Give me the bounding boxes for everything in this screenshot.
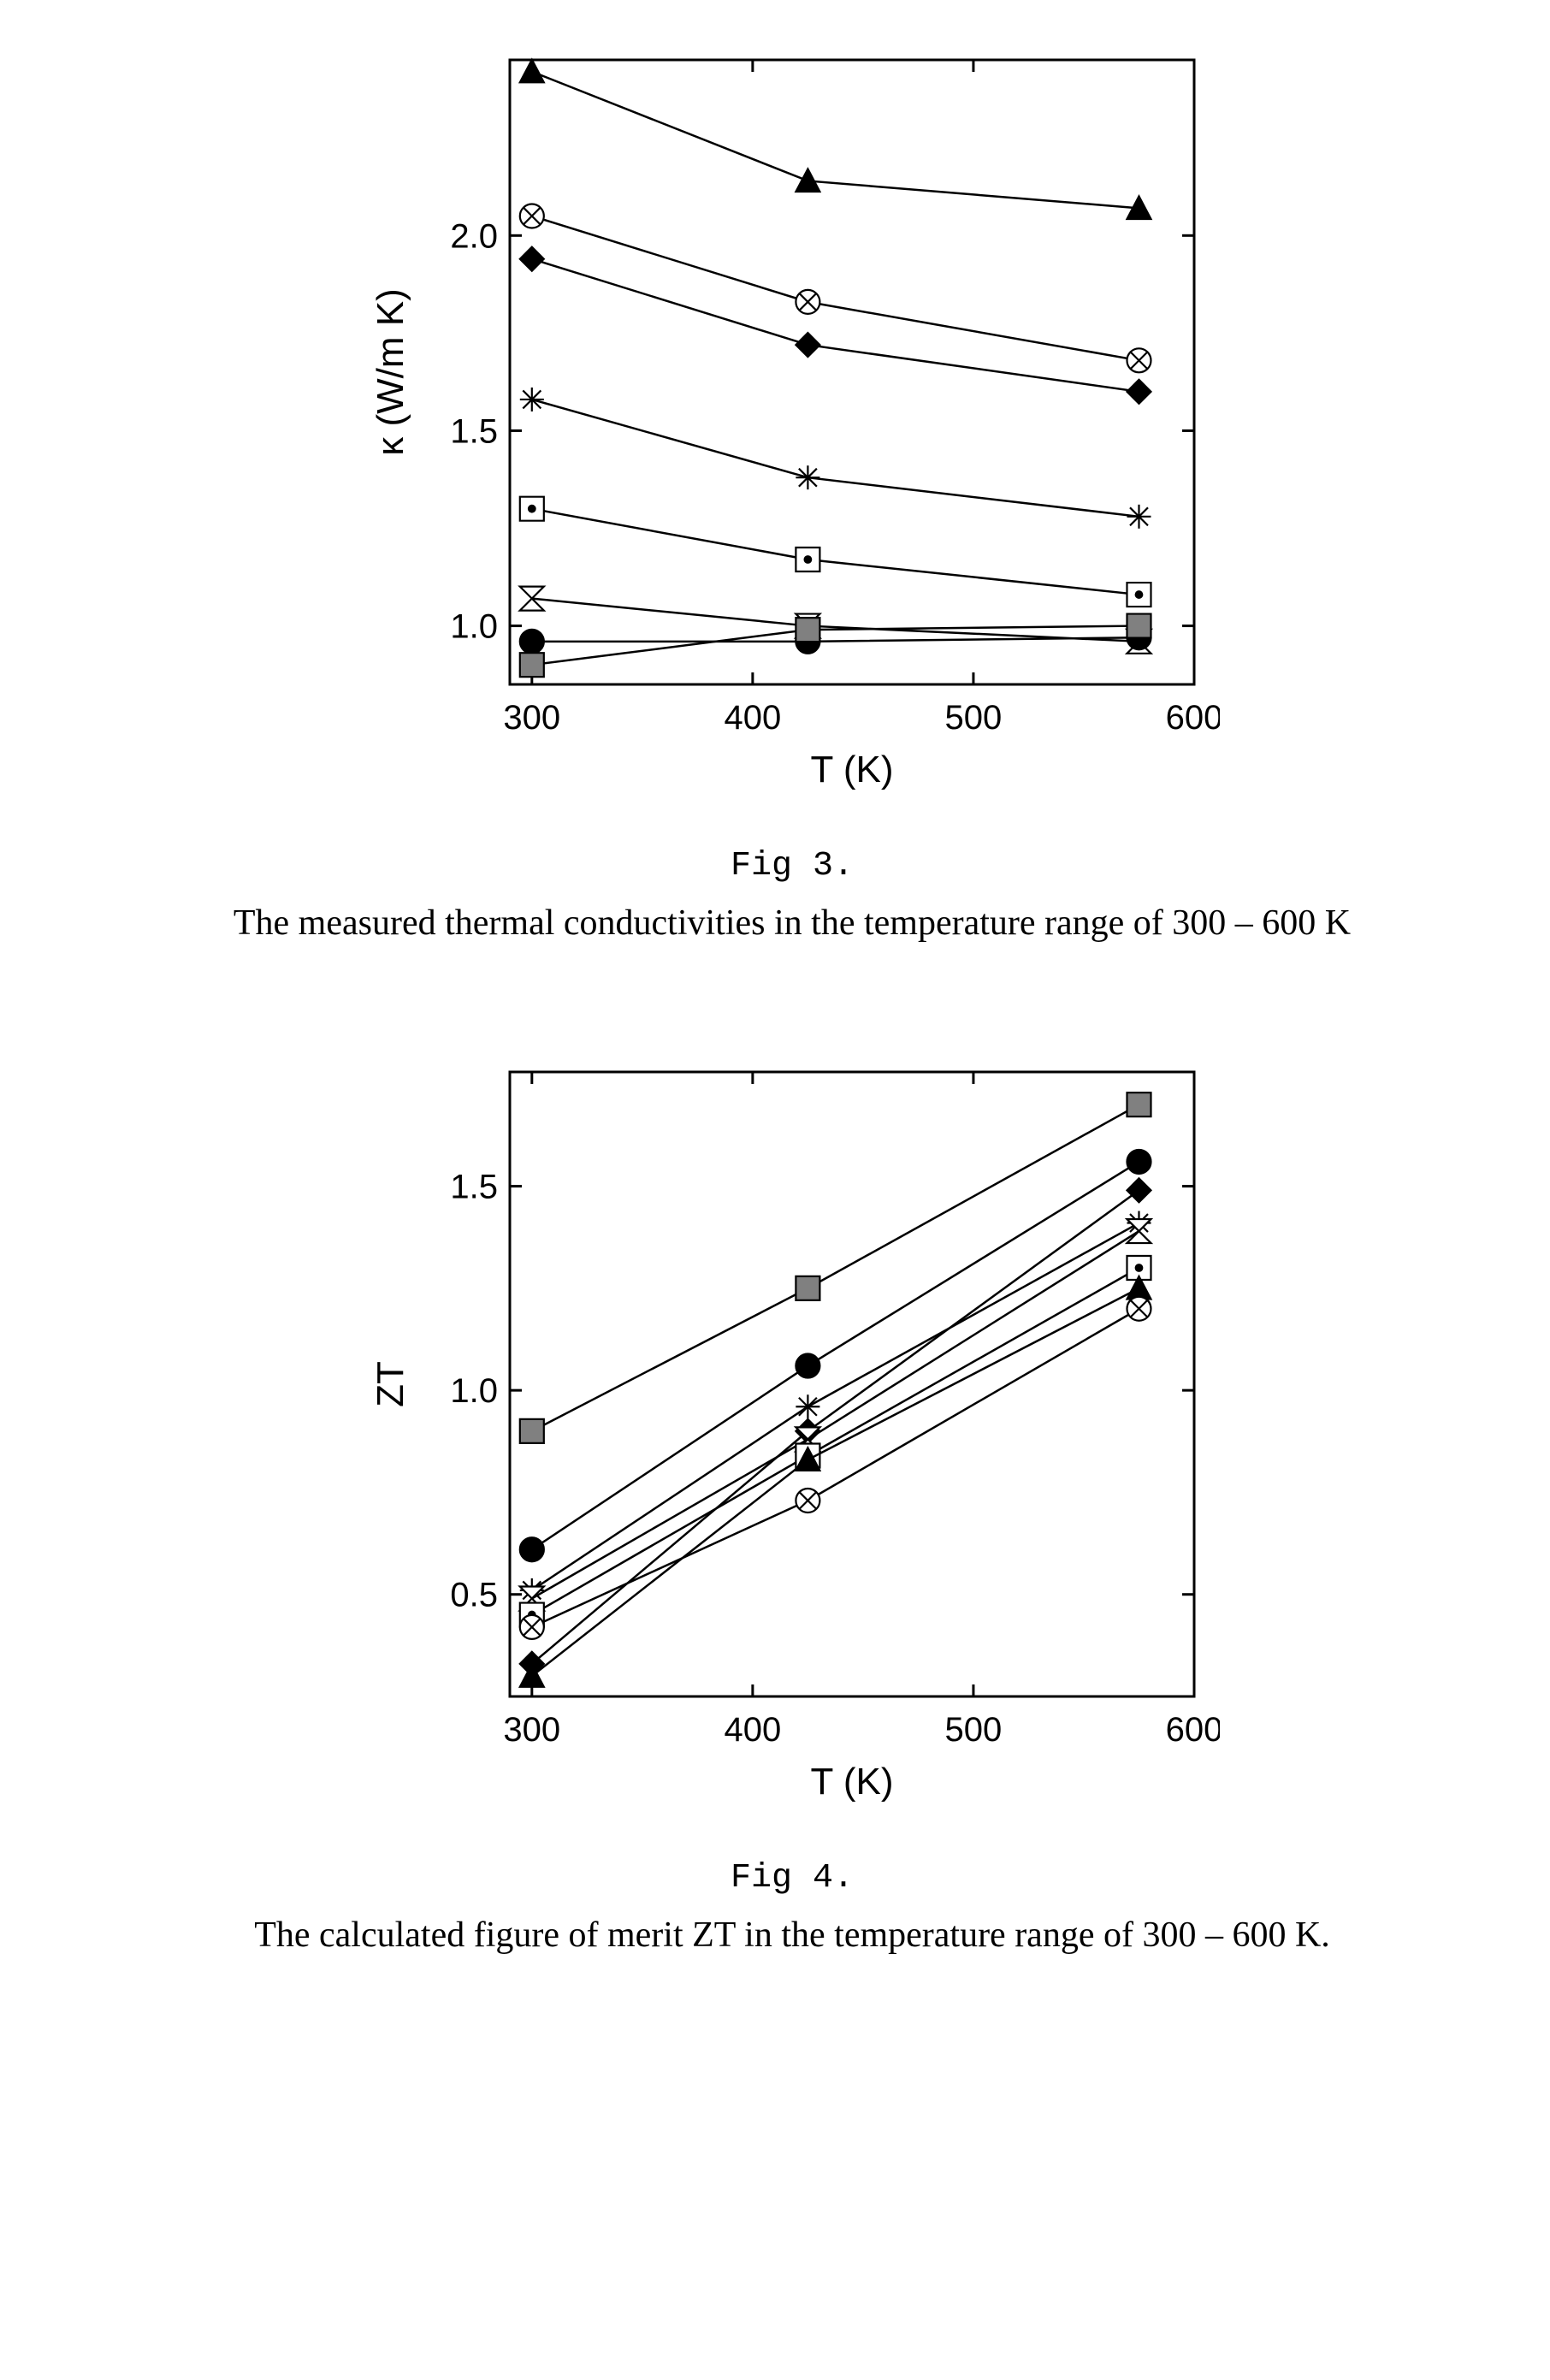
asterisk-marker-icon: [520, 388, 544, 411]
square-marker-icon: [796, 618, 819, 642]
y-tick-label: 0.5: [450, 1577, 498, 1614]
circle-marker-icon: [796, 1354, 819, 1378]
square-marker-icon: [1127, 614, 1151, 638]
circle-marker-icon: [1127, 1150, 1151, 1174]
square-dot-marker-icon: [796, 548, 819, 571]
circle-marker-icon: [520, 1537, 544, 1561]
figure-4-label: Fig 4.: [731, 1859, 854, 1897]
y-tick-label: 1.0: [450, 608, 498, 646]
figure-3-caption: The measured thermal conductivities in t…: [234, 903, 1351, 944]
figure-3-chart: 300 400 500 600 1.0 1.5 2.0 T (K) κ (W/m K): [364, 34, 1220, 804]
x-tick-label: 600: [1166, 1711, 1220, 1749]
chart-svg-fig3: 300 400 500 600 1.0 1.5 2.0 T (K) κ (W/m K): [364, 34, 1220, 804]
x-tick-label: 300: [503, 1711, 560, 1749]
figure-3-block: 300 400 500 600 1.0 1.5 2.0 T (K) κ (W/m K) Fig …: [17, 34, 1550, 944]
square-marker-icon: [520, 653, 544, 677]
chart-svg-fig4: 300 400 500 600 0.5 1.0 1.5 T (K) ZT: [364, 1046, 1220, 1816]
page: 300 400 500 600 1.0 1.5 2.0 T (K) κ (W/m K) Fig …: [17, 34, 1550, 1956]
square-marker-icon: [796, 1276, 819, 1300]
y-tick-label: 1.5: [450, 1169, 498, 1206]
figure-4-caption: The calculated figure of merit ZT in the…: [254, 1915, 1330, 1956]
square-marker-icon: [1127, 1092, 1151, 1116]
circle-cross-marker-icon: [796, 1489, 819, 1513]
circle-cross-marker-icon: [796, 290, 819, 314]
x-tick-label: 500: [945, 699, 1003, 737]
x-tick-label: 500: [945, 1711, 1003, 1749]
figure-4-chart: 300 400 500 600 0.5 1.0 1.5 T (K) ZT: [364, 1046, 1220, 1816]
x-tick-label: 400: [724, 699, 781, 737]
x-tick-label: 600: [1166, 699, 1220, 737]
y-tick-label: 1.0: [450, 1372, 498, 1410]
x-axis-label: T (K): [811, 1761, 894, 1803]
figure-4-block: 300 400 500 600 0.5 1.0 1.5 T (K) ZT Fig 4. The …: [17, 1046, 1550, 1956]
asterisk-marker-icon: [796, 1394, 819, 1418]
y-axis-label: κ (W/m K): [370, 288, 411, 456]
x-axis-label: T (K): [811, 749, 894, 790]
asterisk-marker-icon: [796, 465, 819, 489]
x-tick-label: 300: [503, 699, 560, 737]
circle-cross-marker-icon: [1127, 348, 1151, 372]
y-tick-label: 1.5: [450, 412, 498, 450]
circle-cross-marker-icon: [520, 1615, 544, 1639]
square-dot-marker-icon: [520, 497, 544, 521]
circle-cross-marker-icon: [1127, 1297, 1151, 1321]
circle-cross-marker-icon: [520, 204, 544, 228]
x-tick-label: 400: [724, 1711, 781, 1749]
square-dot-marker-icon: [1127, 583, 1151, 607]
figure-3-label: Fig 3.: [731, 847, 854, 885]
y-axis-label: ZT: [370, 1361, 411, 1407]
y-tick-label: 2.0: [450, 217, 498, 255]
asterisk-marker-icon: [1127, 505, 1151, 529]
square-marker-icon: [520, 1419, 544, 1443]
circle-marker-icon: [520, 630, 544, 654]
